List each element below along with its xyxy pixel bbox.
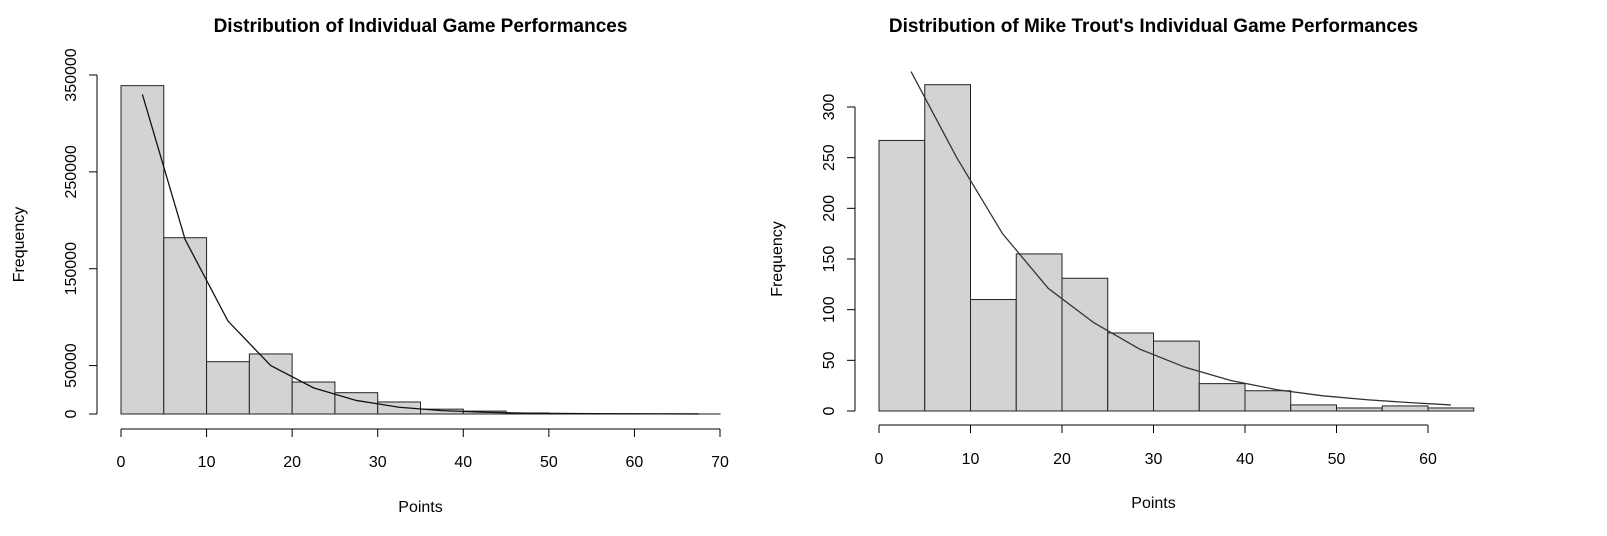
bar <box>163 237 208 415</box>
y-axis-title: Frequency <box>11 207 28 283</box>
x-tick-label: 50 <box>1328 451 1346 468</box>
bar <box>1336 407 1383 412</box>
bar <box>878 139 926 412</box>
bar <box>206 361 250 415</box>
x-tick-label: 30 <box>369 454 387 471</box>
bar <box>970 299 1017 412</box>
y-tick-label: 200 <box>821 195 838 222</box>
x-axis-title: Points <box>398 499 442 516</box>
y-tick-label: 150000 <box>63 242 80 295</box>
x-tick-label: 70 <box>711 454 729 471</box>
bar <box>1427 407 1475 412</box>
bar <box>120 85 165 415</box>
x-tick-label: 40 <box>1236 451 1254 468</box>
y-tick-label: 300 <box>821 94 838 121</box>
x-tick-label: 60 <box>626 454 644 471</box>
bar <box>924 84 971 412</box>
bar <box>1290 404 1337 412</box>
bar <box>1381 405 1429 412</box>
y-tick-label: 100 <box>821 296 838 323</box>
x-tick-label: 40 <box>454 454 472 471</box>
bar <box>1153 340 1200 412</box>
y-tick-label: 50 <box>821 351 838 369</box>
x-tick-label: 0 <box>117 454 126 471</box>
x-tick-label: 0 <box>875 451 884 468</box>
bar <box>291 381 336 415</box>
bar <box>248 353 293 415</box>
x-tick-label: 60 <box>1419 451 1437 468</box>
y-tick-label: 350000 <box>63 48 80 101</box>
y-tick-label: 250 <box>821 144 838 171</box>
bar <box>1198 383 1246 412</box>
bar <box>1107 332 1154 412</box>
chart-title: Distribution of Mike Trout's Individual … <box>889 16 1418 37</box>
y-tick-label: 0 <box>63 409 80 418</box>
bar <box>1244 390 1292 412</box>
y-tick-label: 50000 <box>63 343 80 388</box>
x-tick-label: 10 <box>962 451 980 468</box>
x-tick-label: 30 <box>1145 451 1163 468</box>
bar <box>1015 253 1063 412</box>
x-axis-title: Points <box>1131 495 1175 512</box>
x-tick-label: 10 <box>198 454 216 471</box>
y-tick-label: 0 <box>821 406 838 415</box>
chart-title: Distribution of Individual Game Performa… <box>214 16 628 37</box>
x-tick-label: 20 <box>283 454 301 471</box>
density-curve <box>910 71 1451 406</box>
x-tick-label: 50 <box>540 454 558 471</box>
y-tick-label: 150 <box>821 246 838 273</box>
bar <box>1061 277 1109 412</box>
y-tick-label: 250000 <box>63 145 80 198</box>
density-curve <box>141 94 699 415</box>
y-axis-title: Frequency <box>769 221 786 297</box>
x-tick-label: 20 <box>1053 451 1071 468</box>
